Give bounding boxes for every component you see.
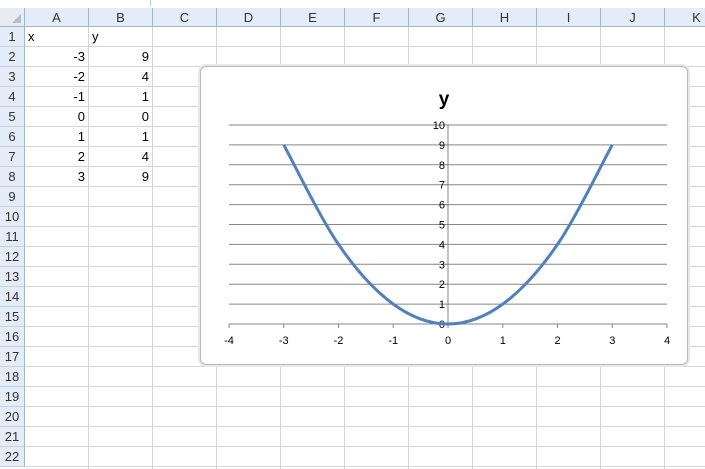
cell-b6[interactable]: 1: [141, 129, 149, 144]
chart[interactable]: y 0 1 2 3 4 5 6 7 8 9 10 -4 -3 -2 -1 0 1 2 3 4: [200, 66, 688, 365]
gridline-horizontal: [25, 466, 705, 467]
row-header-5[interactable]: 5: [0, 107, 25, 127]
select-all-corner[interactable]: [0, 8, 25, 27]
row-header-11[interactable]: 11: [0, 227, 25, 247]
cell-b7[interactable]: 4: [141, 149, 149, 164]
gridline-horizontal: [25, 366, 705, 367]
cell-a8[interactable]: 3: [77, 169, 85, 184]
x-tick-label: 3: [609, 335, 615, 347]
row-header-6[interactable]: 6: [0, 127, 25, 147]
y-tick-label: 7: [439, 180, 445, 192]
row-header-21[interactable]: 21: [0, 427, 25, 447]
gridline-horizontal: [25, 426, 705, 427]
y-tick-label: 8: [439, 160, 445, 172]
gridline-vertical: [88, 27, 89, 469]
cell-b8[interactable]: 9: [141, 169, 149, 184]
row-header-1[interactable]: 1: [0, 27, 25, 47]
y-tick-label: 9: [439, 140, 445, 152]
gridline-horizontal: [25, 446, 705, 447]
cell-b1[interactable]: y: [92, 29, 99, 44]
x-tick-label: -1: [388, 335, 398, 347]
x-tick-label: -4: [224, 335, 234, 347]
row-header-2[interactable]: 2: [0, 47, 25, 67]
row-header-12[interactable]: 12: [0, 247, 25, 267]
y-tick-label: 6: [439, 200, 445, 212]
row-header-4[interactable]: 4: [0, 87, 25, 107]
column-header-i[interactable]: I: [537, 8, 601, 27]
gridline-horizontal: [25, 386, 705, 387]
x-tick-label: 0: [445, 335, 451, 347]
cell-b2[interactable]: 9: [141, 49, 149, 64]
row-header-15[interactable]: 15: [0, 307, 25, 327]
cell-a5[interactable]: 0: [77, 109, 85, 124]
column-header-b[interactable]: B: [89, 8, 153, 27]
cell-a1[interactable]: x: [28, 29, 35, 44]
cell-a6[interactable]: 1: [77, 129, 85, 144]
column-header-c[interactable]: C: [153, 8, 217, 27]
row-header-18[interactable]: 18: [0, 367, 25, 387]
column-header-a[interactable]: A: [25, 8, 89, 27]
row-header-17[interactable]: 17: [0, 347, 25, 367]
column-header-f[interactable]: F: [345, 8, 409, 27]
cell-b4[interactable]: 1: [141, 89, 149, 104]
row-header-16[interactable]: 16: [0, 327, 25, 347]
cell-a2[interactable]: -3: [73, 49, 85, 64]
gridline-vertical: [152, 27, 153, 469]
cell-b5[interactable]: 0: [141, 109, 149, 124]
row-header-7[interactable]: 7: [0, 147, 25, 167]
gridline-horizontal: [25, 406, 705, 407]
row-header-20[interactable]: 20: [0, 407, 25, 427]
name-box[interactable]: [0, 0, 151, 6]
row-header-19[interactable]: 19: [0, 387, 25, 407]
y-tick-label: 2: [439, 279, 445, 291]
column-header-g[interactable]: G: [409, 8, 473, 27]
x-tick-label: -3: [279, 335, 289, 347]
cell-b3[interactable]: 4: [141, 69, 149, 84]
row-header-8[interactable]: 8: [0, 167, 25, 187]
column-header-h[interactable]: H: [473, 8, 537, 27]
row-header-13[interactable]: 13: [0, 267, 25, 287]
cell-a7[interactable]: 2: [77, 149, 85, 164]
row-header-3[interactable]: 3: [0, 67, 25, 87]
y-tick-label: 5: [439, 220, 445, 232]
row-header-9[interactable]: 9: [0, 187, 25, 207]
y-tick-label: 10: [433, 120, 445, 132]
y-tick-label: 3: [439, 259, 445, 271]
select-all-icon: [12, 14, 21, 23]
cell-a3[interactable]: -2: [73, 69, 85, 84]
y-tick-label: 1: [439, 299, 445, 311]
column-header-j[interactable]: J: [601, 8, 665, 27]
y-tick-label: 4: [439, 239, 445, 251]
row-header-22[interactable]: 22: [0, 447, 25, 467]
column-header-d[interactable]: D: [217, 8, 281, 27]
x-tick-label: 1: [500, 335, 506, 347]
x-tick-label: 4: [664, 335, 670, 347]
gridline-horizontal: [25, 46, 705, 47]
row-header-10[interactable]: 10: [0, 207, 25, 227]
x-tick-label: 2: [554, 335, 560, 347]
cell-a4[interactable]: -1: [73, 89, 85, 104]
column-header-e[interactable]: E: [281, 8, 345, 27]
row-header-14[interactable]: 14: [0, 287, 25, 307]
chart-title: y: [439, 89, 450, 110]
x-tick-label: -2: [334, 335, 344, 347]
column-header-k[interactable]: K: [665, 8, 705, 27]
